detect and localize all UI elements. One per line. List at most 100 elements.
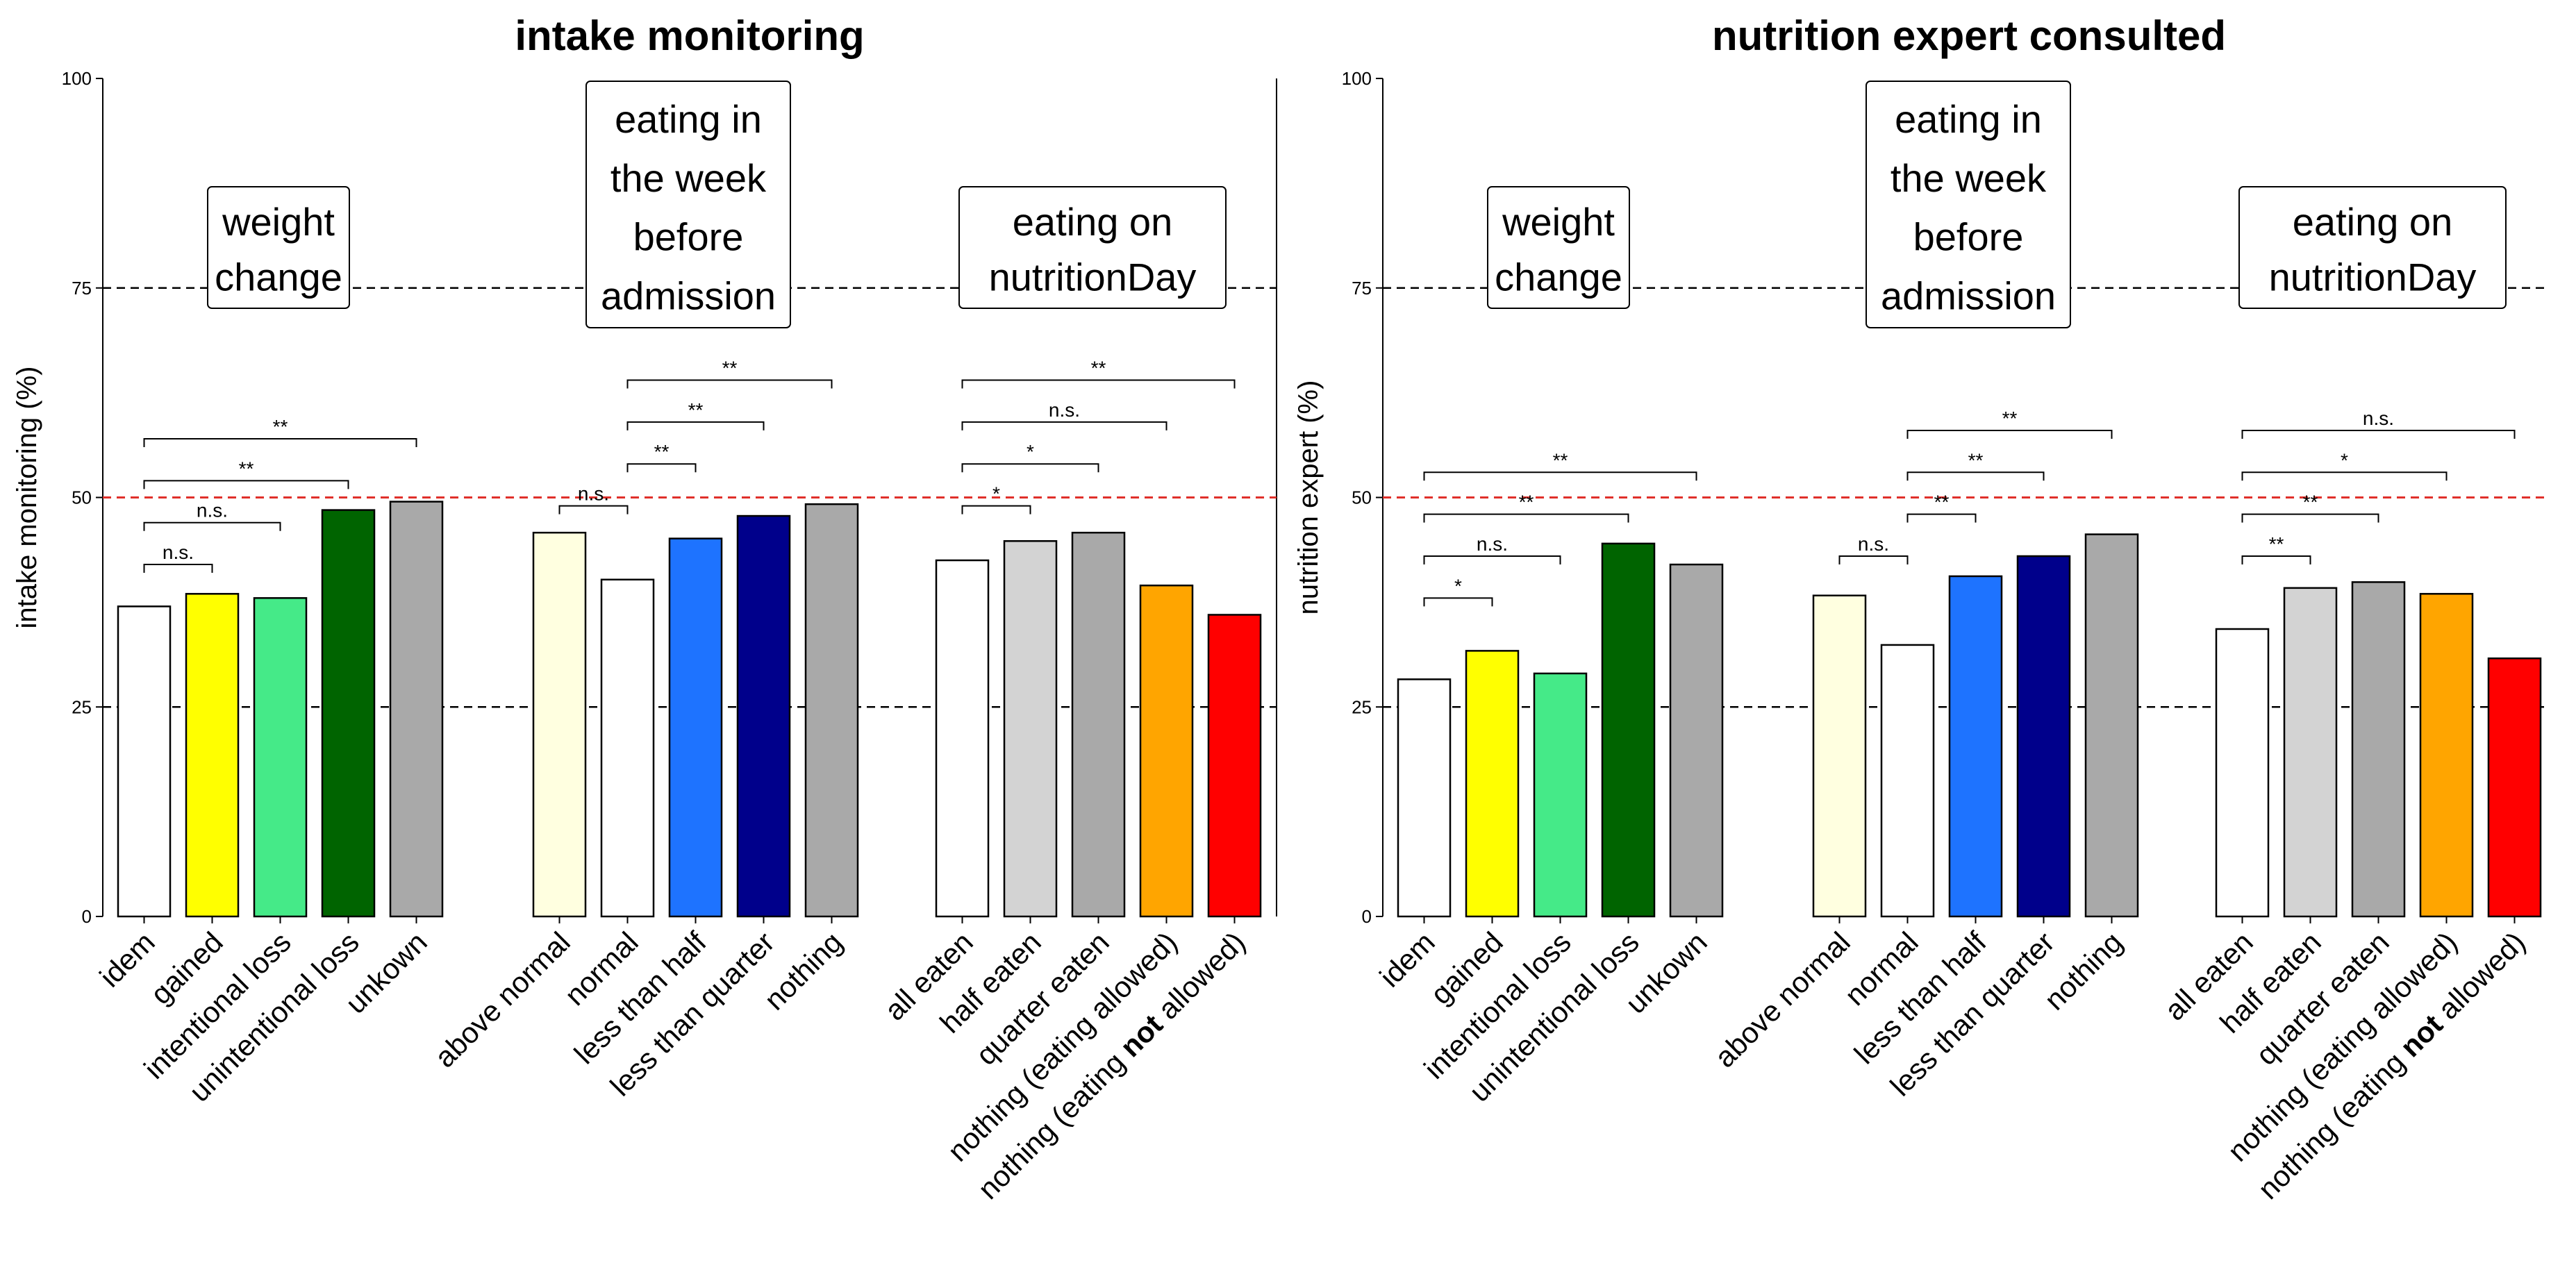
y-tick-label: 50 [72, 487, 92, 508]
group-label-line: nutritionDay [2269, 255, 2477, 299]
significance-label: ** [239, 458, 254, 479]
bar-nothing [2084, 533, 2139, 918]
bar-nothing-eating-allowed- [1139, 584, 1194, 918]
bar-normal [600, 578, 655, 918]
bar-less-than-half [1948, 575, 2003, 918]
significance-label: n.s. [1477, 533, 1508, 555]
significance-label: n.s. [1049, 399, 1080, 421]
significance-bracket [1906, 471, 2045, 481]
panel-2: nutrition expert consulted nutrition expe… [1293, 12, 2545, 1205]
bar-intentional-loss [1533, 672, 1588, 918]
significance-label: ** [1553, 449, 1568, 471]
group-label-line: weight [222, 200, 335, 244]
bar-unintentional-loss [321, 509, 376, 918]
significance-bracket [2241, 555, 2311, 564]
group-label-box [2238, 186, 2507, 309]
group-label-box [585, 81, 791, 328]
significance-label: ** [273, 416, 288, 437]
significance-label: * [1027, 441, 1034, 462]
bar-nothing [804, 503, 859, 918]
y-tick-label: 25 [1352, 696, 1372, 717]
group-label-line: the week [610, 156, 767, 200]
x-tick-label: nothing [758, 925, 849, 1016]
panel-title: nutrition expert consulted [1712, 12, 2226, 59]
significance-label: * [2341, 449, 2348, 471]
group-label-line: before [633, 215, 744, 259]
significance-bracket [143, 480, 349, 489]
bar-above-normal [532, 531, 587, 918]
bar-less-than-quarter [736, 514, 791, 918]
significance-bracket [1906, 429, 2113, 439]
group-label-line: change [215, 255, 342, 299]
significance-label: ** [1091, 358, 1106, 379]
x-tick-label: above normal [1709, 925, 1856, 1073]
group-label-line: nutritionDay [989, 255, 1197, 299]
significance-label: ** [2002, 408, 2018, 429]
significance-bracket [1423, 597, 1493, 607]
group-label-line: admission [601, 274, 776, 317]
significance-bracket [626, 379, 833, 389]
group-label-box [1865, 81, 2071, 328]
y-tick-label: 75 [1352, 278, 1372, 299]
bar-gained [1465, 650, 1520, 918]
bar-less-than-quarter [2016, 555, 2071, 918]
y-tick-label: 100 [1342, 68, 1372, 89]
bar-above-normal [1812, 594, 1867, 918]
group-label-line: admission [1881, 274, 2056, 317]
bar-half-eaten [1003, 540, 1058, 918]
bar-less-than-half [668, 537, 723, 918]
group-label-line: weight [1502, 200, 1615, 244]
significance-bracket [143, 438, 417, 448]
significance-bracket [961, 379, 1236, 389]
bar-unintentional-loss [1601, 542, 1656, 918]
bar-all-eaten [935, 559, 990, 918]
significance-bracket [1423, 471, 1697, 481]
significance-label: n.s. [163, 542, 194, 563]
significance-label: n.s. [2363, 408, 2394, 429]
significance-bracket [626, 421, 765, 430]
group-label-line: change [1495, 255, 1622, 299]
significance-bracket [626, 463, 697, 473]
y-axis-label: intake monitoring (%) [12, 367, 42, 629]
x-tick-label: nothing [2038, 925, 2129, 1016]
bar-quarter-eaten [2351, 581, 2406, 918]
panel-1: intake monitoring intake monitoring (%) 0 2… [12, 12, 1277, 1205]
significance-label: n.s. [197, 500, 228, 521]
significance-label: ** [1519, 492, 1534, 513]
group-label-line: eating in [1895, 97, 2042, 141]
significance-label: ** [654, 441, 670, 462]
bar-normal [1880, 644, 1935, 918]
significance-bracket [961, 505, 1031, 514]
bar-intentional-loss [253, 597, 308, 918]
significance-bracket [2241, 513, 2379, 523]
significance-bracket [143, 521, 281, 531]
significance-bracket [1423, 513, 1629, 523]
significance-bracket [558, 505, 629, 514]
bar-unkown [389, 501, 444, 918]
significance-label: n.s. [1858, 533, 1889, 555]
y-tick-label: 100 [62, 68, 92, 89]
bar-nothing-eating-allowed- [2419, 593, 2474, 918]
significance-label: ** [688, 399, 704, 421]
bar-all-eaten [2215, 628, 2270, 918]
significance-bracket [2241, 471, 2448, 481]
significance-bracket [2241, 429, 2516, 439]
bar-half-eaten [2283, 587, 2338, 918]
bar-idem [1397, 678, 1452, 918]
significance-label: n.s. [578, 483, 609, 505]
group-label-line: eating in [615, 97, 762, 141]
significance-label: ** [2269, 533, 2284, 555]
bar-unkown [1669, 563, 1724, 918]
significance-label: ** [2303, 492, 2318, 513]
y-axis-label: nutrition expert (%) [1293, 380, 1324, 615]
significance-bracket [961, 421, 1167, 430]
significance-label: ** [1968, 449, 1984, 471]
bar-idem [117, 605, 172, 918]
group-label-box [207, 186, 350, 309]
y-tick-label: 50 [1352, 487, 1372, 508]
significance-bracket [1906, 513, 1977, 523]
significance-label: * [1454, 575, 1462, 596]
group-label-line: the week [1891, 156, 2047, 200]
